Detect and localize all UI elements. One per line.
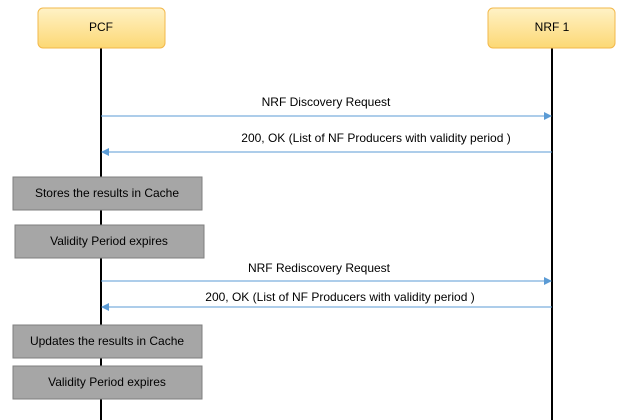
message-label: NRF Discovery Request [262,95,391,109]
note-box [12,324,203,359]
note-label: Stores the results in Cache [35,186,179,200]
note-label: Validity Period expires [48,375,166,389]
note-label: Updates the results in Cache [30,334,184,348]
note-label: Validity Period expires [50,234,168,248]
participant-label: PCF [89,20,113,34]
participant-box [487,7,616,49]
message-label: NRF Rediscovery Request [248,261,391,275]
note-box [12,365,203,400]
message-label: 200, OK (List of NF Producers with valid… [241,131,510,145]
note-box [14,224,205,259]
message-label: 200, OK (List of NF Producers with valid… [205,290,474,304]
note-box [12,176,203,211]
participant-box [37,7,166,49]
participant-label: NRF 1 [535,20,570,34]
